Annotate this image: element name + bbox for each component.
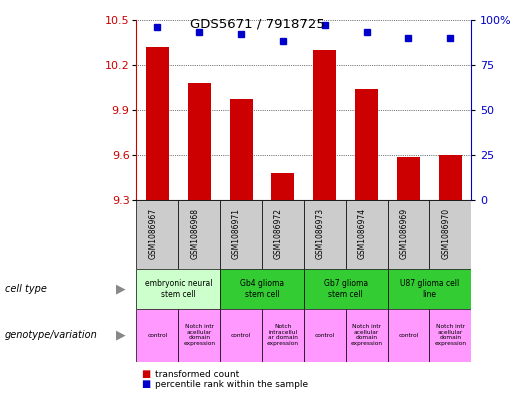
Text: U87 glioma cell
line: U87 glioma cell line bbox=[400, 279, 459, 299]
Text: ▶: ▶ bbox=[116, 282, 126, 296]
Text: genotype/variation: genotype/variation bbox=[5, 330, 98, 340]
Bar bbox=[262, 309, 304, 362]
Bar bbox=[304, 200, 346, 269]
Text: GSM1086972: GSM1086972 bbox=[274, 208, 283, 259]
Text: cell type: cell type bbox=[5, 284, 47, 294]
Text: control: control bbox=[398, 332, 419, 338]
Bar bbox=[136, 200, 178, 269]
Text: percentile rank within the sample: percentile rank within the sample bbox=[154, 380, 307, 389]
Bar bbox=[136, 309, 178, 362]
Bar bbox=[388, 309, 430, 362]
Text: transformed count: transformed count bbox=[154, 370, 239, 378]
Text: Gb7 glioma
stem cell: Gb7 glioma stem cell bbox=[323, 279, 368, 299]
Text: Notch intr
acellular
domain
expression: Notch intr acellular domain expression bbox=[434, 324, 466, 346]
Text: ■: ■ bbox=[142, 379, 151, 389]
Bar bbox=[304, 309, 346, 362]
Text: GSM1086973: GSM1086973 bbox=[316, 208, 325, 259]
Bar bbox=[220, 200, 262, 269]
Text: GSM1086974: GSM1086974 bbox=[357, 208, 367, 259]
Text: GDS5671 / 7918725: GDS5671 / 7918725 bbox=[190, 18, 325, 31]
Bar bbox=[220, 309, 262, 362]
Text: GSM1086971: GSM1086971 bbox=[232, 208, 241, 259]
Text: GSM1086967: GSM1086967 bbox=[148, 208, 158, 259]
Bar bbox=[146, 47, 169, 200]
Text: control: control bbox=[231, 332, 251, 338]
Text: Notch intr
acellular
domain
expression: Notch intr acellular domain expression bbox=[183, 324, 215, 346]
Text: Notch intr
acellular
domain
expression: Notch intr acellular domain expression bbox=[351, 324, 383, 346]
Bar bbox=[430, 200, 471, 269]
Bar bbox=[430, 309, 471, 362]
Bar bbox=[346, 309, 388, 362]
Bar bbox=[136, 269, 220, 309]
Bar bbox=[304, 269, 388, 309]
Bar bbox=[313, 50, 336, 200]
Bar bbox=[355, 89, 378, 200]
Text: control: control bbox=[147, 332, 167, 338]
Text: ▶: ▶ bbox=[116, 329, 126, 342]
Bar bbox=[188, 83, 211, 200]
Text: GSM1086970: GSM1086970 bbox=[441, 208, 450, 259]
Bar bbox=[346, 200, 388, 269]
Bar bbox=[262, 200, 304, 269]
Bar bbox=[230, 99, 252, 200]
Bar bbox=[220, 269, 304, 309]
Bar bbox=[271, 173, 295, 200]
Bar bbox=[178, 200, 220, 269]
Bar bbox=[439, 155, 462, 200]
Text: Notch
intracellul
ar domain
expression: Notch intracellul ar domain expression bbox=[267, 324, 299, 346]
Text: control: control bbox=[315, 332, 335, 338]
Text: GSM1086968: GSM1086968 bbox=[190, 208, 199, 259]
Bar bbox=[178, 309, 220, 362]
Bar bbox=[388, 200, 430, 269]
Bar bbox=[397, 157, 420, 200]
Text: embryonic neural
stem cell: embryonic neural stem cell bbox=[145, 279, 212, 299]
Text: Gb4 glioma
stem cell: Gb4 glioma stem cell bbox=[240, 279, 284, 299]
Text: ■: ■ bbox=[142, 369, 151, 379]
Bar bbox=[388, 269, 471, 309]
Text: GSM1086969: GSM1086969 bbox=[400, 208, 408, 259]
